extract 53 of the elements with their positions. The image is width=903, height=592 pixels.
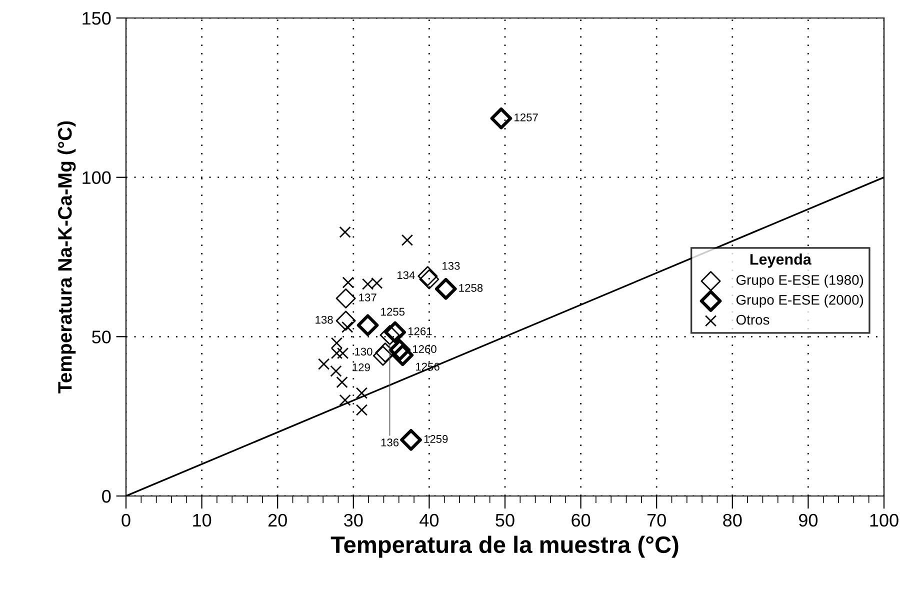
x-tick-label: 10 (193, 514, 212, 527)
x-tick-label: 40 (420, 514, 439, 527)
x-tick-label: 30 (344, 514, 363, 527)
point (318, 358, 330, 370)
annotation: 1258 (459, 284, 483, 292)
annotation: 1259 (424, 435, 448, 443)
point (356, 387, 368, 399)
annotation: 130 (355, 348, 372, 356)
point (400, 429, 422, 451)
y-tick-label: 150 (82, 12, 111, 25)
point (434, 278, 457, 300)
point (336, 347, 349, 360)
legend-label: Grupo E-ESE (2000) (736, 294, 864, 308)
x-tick-label: 80 (723, 514, 742, 527)
x-tick-label: 60 (572, 514, 590, 527)
annotation: 129 (352, 363, 370, 372)
annotation: 137 (359, 294, 376, 302)
annotation: 136 (381, 438, 399, 446)
annotation: 134 (397, 271, 415, 280)
point (330, 365, 342, 377)
point (384, 321, 406, 344)
legend-label: Grupo E-ESE (1980) (736, 274, 864, 288)
point (330, 337, 343, 349)
point (388, 339, 411, 361)
point (392, 344, 414, 366)
point (342, 276, 354, 288)
x-tick-label: 50 (496, 514, 514, 527)
y-tick-label: 100 (82, 171, 111, 184)
annotation: 1261 (408, 327, 432, 336)
point (401, 234, 414, 246)
point (336, 376, 348, 388)
point (330, 347, 343, 360)
annotation: 138 (316, 316, 333, 324)
point (490, 107, 512, 130)
x-tick-label: 100 (870, 514, 898, 527)
annotation: 1255 (381, 308, 405, 316)
annotation: 1257 (514, 113, 538, 122)
x-axis-title: Temperatura de la muestra (°C) (330, 536, 678, 558)
annotation: 1260 (412, 345, 436, 354)
y-axis-title: Temperatura Na-K-Ca-Mg (°C) (58, 121, 76, 394)
annotation: 133 (442, 262, 460, 270)
x-tick-label: 0 (122, 514, 130, 527)
y-tick-label: 0 (102, 490, 111, 503)
point (339, 226, 351, 238)
point (339, 394, 351, 406)
legend-title: Leyenda (750, 254, 812, 268)
x-tick-label: 70 (647, 514, 666, 527)
x-tick-label: 90 (799, 514, 818, 527)
point (356, 404, 368, 416)
y-tick-label: 50 (92, 330, 111, 344)
legend-label: Otros (736, 314, 770, 325)
point (356, 314, 379, 336)
x-tick-label: 20 (268, 514, 287, 527)
